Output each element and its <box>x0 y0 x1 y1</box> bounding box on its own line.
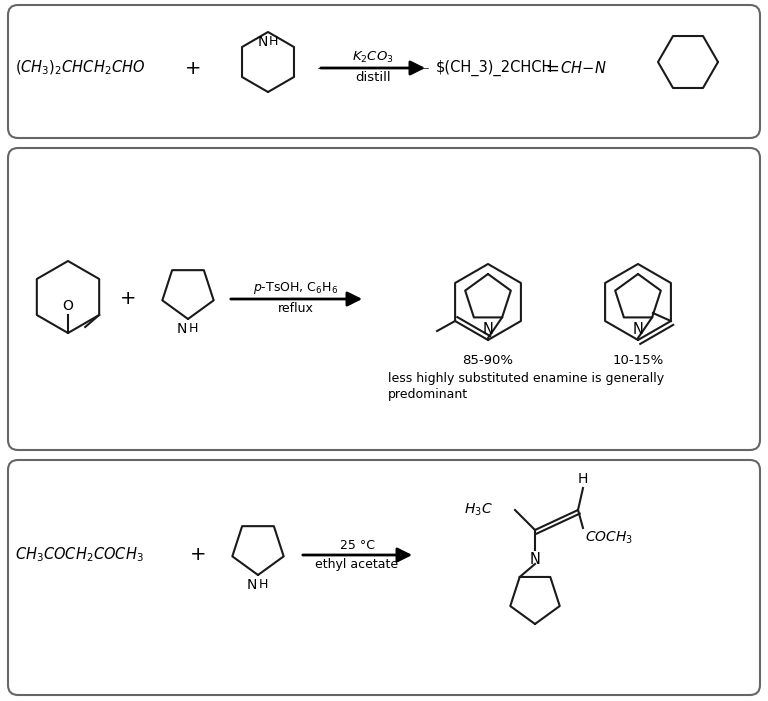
Text: less highly substituted enamine is generally: less highly substituted enamine is gener… <box>388 372 664 385</box>
Text: distill: distill <box>355 71 391 84</box>
FancyBboxPatch shape <box>8 5 760 138</box>
Text: $K_2CO_3$: $K_2CO_3$ <box>352 50 394 65</box>
Text: N: N <box>247 578 257 592</box>
Text: O: O <box>62 299 74 313</box>
FancyBboxPatch shape <box>8 460 760 695</box>
Text: $CH_3COCH_2COCH_3$: $CH_3COCH_2COCH_3$ <box>15 545 144 564</box>
Text: N: N <box>530 552 541 567</box>
Text: $=$: $=$ <box>542 59 560 77</box>
Text: 85-90%: 85-90% <box>462 354 514 367</box>
Text: N: N <box>482 322 493 337</box>
Text: reflux: reflux <box>278 302 314 315</box>
Text: $H_3C$: $H_3C$ <box>465 502 493 518</box>
Text: H: H <box>578 472 588 486</box>
Text: N: N <box>257 35 268 49</box>
Text: 25 °C: 25 °C <box>339 539 375 552</box>
Text: N: N <box>633 322 644 337</box>
Text: $CH\!-\!N$: $CH\!-\!N$ <box>560 60 607 76</box>
Text: H: H <box>189 322 198 335</box>
FancyBboxPatch shape <box>8 148 760 450</box>
Text: +: + <box>190 545 207 564</box>
Text: $(CH_3)_2CHCH_2CHO$: $(CH_3)_2CHCH_2CHO$ <box>15 59 145 77</box>
Text: ethyl acetate: ethyl acetate <box>316 558 399 571</box>
Text: $COCH_3$: $COCH_3$ <box>585 530 633 546</box>
Text: H: H <box>269 35 278 48</box>
Text: H: H <box>259 578 268 591</box>
Text: +: + <box>185 58 201 78</box>
Text: 10-15%: 10-15% <box>612 354 664 367</box>
Text: $p$-TsOH, C$_6$H$_6$: $p$-TsOH, C$_6$H$_6$ <box>253 280 339 296</box>
Text: +: + <box>120 290 136 308</box>
Text: $(CH_3)_2CHCH: $(CH_3)_2CHCH <box>436 60 554 76</box>
Text: N: N <box>177 322 187 336</box>
Text: predominant: predominant <box>388 388 468 401</box>
